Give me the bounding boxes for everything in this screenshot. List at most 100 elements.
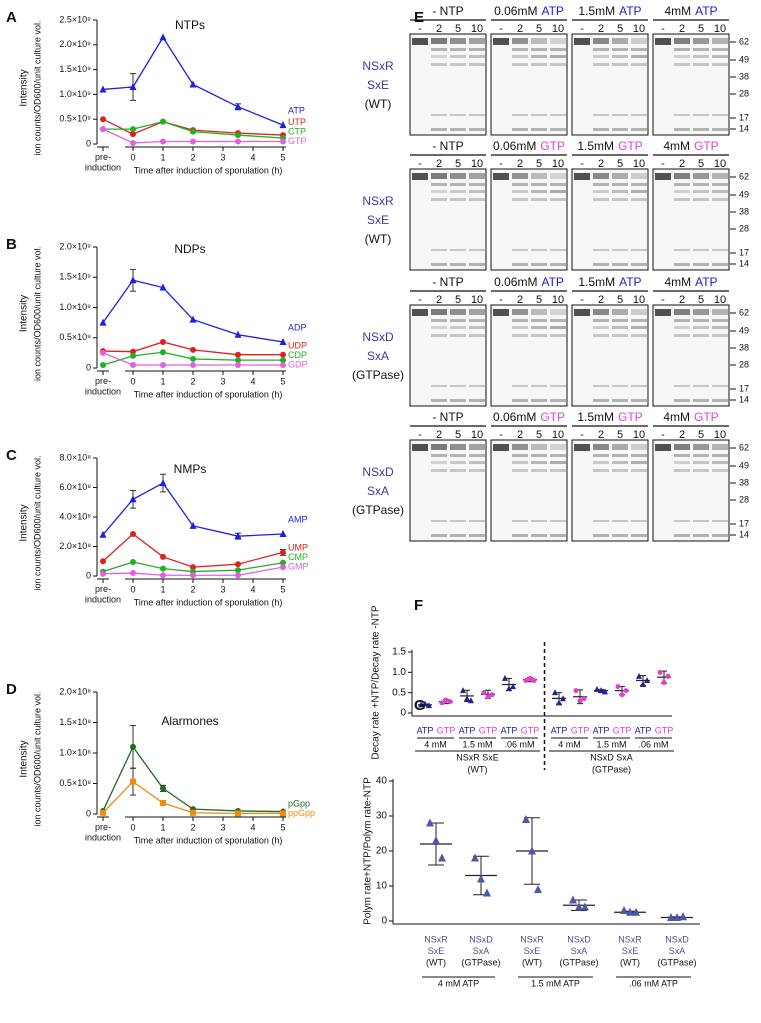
gel-band [450,454,466,457]
data-point [485,694,491,700]
x-axis-label: Time after induction of sporulation (h) [134,165,283,175]
gel-band [631,469,647,472]
y-tick-label: 0 [400,708,406,719]
data-point [438,853,446,862]
lane-label: 5 [536,158,542,170]
gel-band [612,190,628,193]
gel-band [431,520,447,522]
gel-band [512,399,528,402]
gel-band [550,520,566,522]
data-point [577,698,583,704]
gel-band [693,55,709,58]
lane-label: 10 [714,429,726,441]
condition-label: 1.5mM ATP [578,275,641,289]
condition-part: GTP [540,410,565,424]
x-tick-label: (GTPase) [461,957,500,967]
gel-band [531,173,547,179]
sample-label: NSxR [362,194,394,208]
sample-label: SxE [367,78,389,92]
gel-lane-bg [571,439,649,542]
gel-band [593,385,609,387]
gel-band [631,263,647,266]
gel-band [531,461,547,464]
y-tick-label: 30 [376,811,388,822]
data-point [523,677,529,683]
data-point [130,126,136,133]
data-point [129,82,137,90]
x-tick-label: 1 [160,152,165,162]
gel-band [712,173,728,179]
gel-band [431,38,447,44]
data-point [190,564,196,571]
gel-band [512,263,528,266]
gel-band [593,48,609,51]
gel-band [593,128,609,131]
data-point [426,818,434,827]
gel-band [431,399,447,402]
gel-band [550,38,566,44]
gel-band [674,114,690,116]
data-point [464,695,470,702]
gel-band [631,399,647,402]
data-point [160,565,166,572]
condition-part: 0.06mM [494,4,537,18]
gel-band [550,55,566,58]
condition-part: 4mM [664,275,691,289]
panel-label: C [6,447,17,464]
gel-band [469,454,485,457]
gel-band [612,114,628,116]
condition-part: ATP [695,275,717,289]
x-tick-label: 2 [190,822,195,832]
gel-band [712,38,728,44]
data-point [280,138,286,145]
x-tick-label: 4 [250,376,255,386]
y-tick-label: 0.5×10⁹ [59,332,91,342]
gel-band [712,48,728,51]
series-line [102,352,283,366]
legend-label: UDP [288,340,307,350]
data-point [99,85,107,93]
gel-band [531,309,547,315]
x-axis-label: Time after induction of sporulation (h) [134,389,283,399]
lane-label: 10 [714,23,726,35]
gel-band [612,48,628,51]
x-tick-label: 1 [160,376,165,386]
gel-band [531,326,547,329]
gel-band [550,48,566,51]
gel-band [674,319,690,322]
data-point [160,800,166,807]
data-point [189,521,197,529]
gel-band [593,198,609,201]
lane-label: - [418,294,422,306]
size-marker: 28 [739,88,749,98]
gel-band [469,444,485,450]
gel-band [693,173,709,179]
x-tick-label: NSxD [469,934,493,944]
sublabel: 4 mM [424,739,447,749]
gel-band [493,444,509,451]
legend-label: CDP [288,350,307,360]
gel-band [450,319,466,322]
gel-band [712,534,728,537]
lane-label: 10 [633,429,645,441]
lane-label: 2 [679,158,685,170]
gel-band [431,326,447,329]
x-tick-label: GTP [479,725,498,735]
lane-label: 5 [455,294,461,306]
gel-band [450,114,466,116]
lane-label: 2 [679,429,685,441]
condition-label: 4mM GTP [663,139,718,153]
gel-band [450,520,466,522]
gel-band [450,461,466,464]
series-line [102,780,283,815]
gel-band [693,461,709,464]
data-point [483,888,491,897]
gel-band [693,454,709,457]
gel-band [631,198,647,201]
sample-label: NSxD [362,330,394,344]
gel-band [674,63,690,66]
gel-band [674,48,690,51]
lane-label: 2 [436,294,442,306]
gel-band [469,183,485,186]
lane-label: 2 [436,158,442,170]
